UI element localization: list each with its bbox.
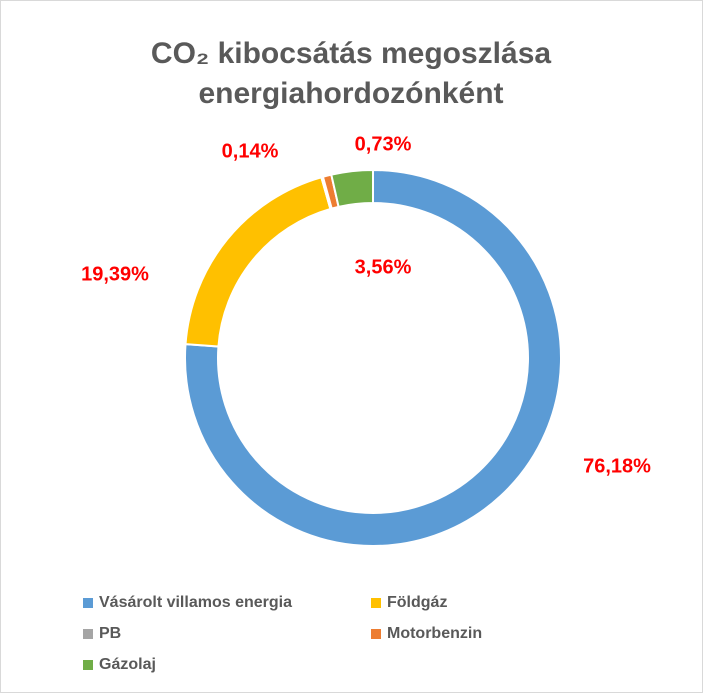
donut-slice xyxy=(184,175,332,348)
data-label: 0,14% xyxy=(222,140,279,162)
data-label: 3,56% xyxy=(355,256,412,278)
legend-swatch xyxy=(371,598,381,608)
legend-label: Motorbenzin xyxy=(387,625,482,642)
data-label: 0,73% xyxy=(355,133,412,155)
legend-swatch xyxy=(83,629,93,639)
data-label: 19,39% xyxy=(81,263,149,285)
data-label: 76,18% xyxy=(583,455,651,477)
legend-label: Földgáz xyxy=(387,594,447,611)
chart-title: CO₂ kibocsátás megoszlása energiahordozó… xyxy=(150,37,552,110)
legend-swatch xyxy=(371,629,381,639)
legend-label: Vásárolt villamos energia xyxy=(99,594,292,611)
legend-swatch xyxy=(83,660,93,670)
legend-label: Gázolaj xyxy=(99,656,156,673)
donut-slice xyxy=(184,168,562,547)
legend-swatch xyxy=(83,598,93,608)
donut-slice xyxy=(330,168,374,209)
legend-label: PB xyxy=(99,625,121,642)
